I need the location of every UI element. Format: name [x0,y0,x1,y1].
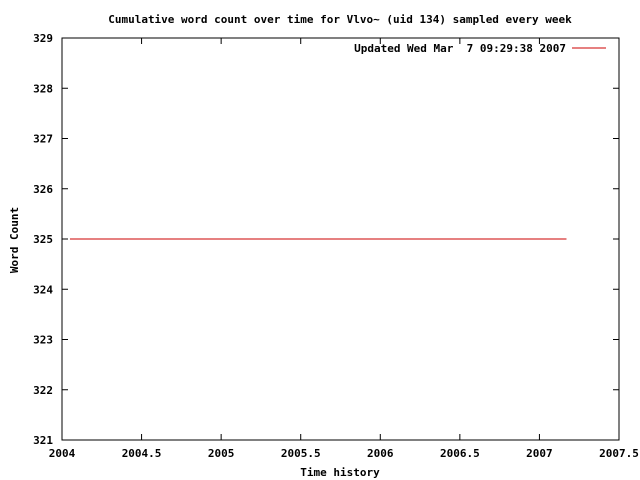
y-tick-label: 323 [33,334,53,347]
y-tick-label: 322 [33,384,53,397]
y-axis-label: Word Count [8,207,21,273]
x-tick-label: 2007.5 [599,447,639,460]
y-tick-label: 324 [33,283,53,296]
x-tick-label: 2004.5 [122,447,162,460]
y-tick-label: 329 [33,32,53,45]
y-tick-labels: 321 322 323 324 325 326 327 328 329 [33,32,53,447]
x-tick-label: 2004 [49,447,76,460]
x-tick-label: 2005 [208,447,235,460]
y-tick-label: 327 [33,133,53,146]
y-tick-label: 328 [33,82,53,95]
y-tick-label: 325 [33,233,53,246]
x-tick-label: 2005.5 [281,447,321,460]
chart-title: Cumulative word count over time for Vlvo… [108,13,572,26]
x-tick-label: 2006 [367,447,394,460]
legend-label: Updated Wed Mar 7 09:29:38 2007 [354,42,566,55]
x-tick-labels: 2004 2004.5 2005 2005.5 2006 2006.5 2007 2007.5 [49,447,639,460]
x-tick-label: 2007 [526,447,553,460]
x-axis-label: Time history [300,466,380,479]
axis-ticks [61,37,620,441]
y-tick-label: 326 [33,183,53,196]
y-tick-label: 321 [33,434,53,447]
legend: Updated Wed Mar 7 09:29:38 2007 [354,42,606,55]
x-tick-label: 2006.5 [440,447,480,460]
